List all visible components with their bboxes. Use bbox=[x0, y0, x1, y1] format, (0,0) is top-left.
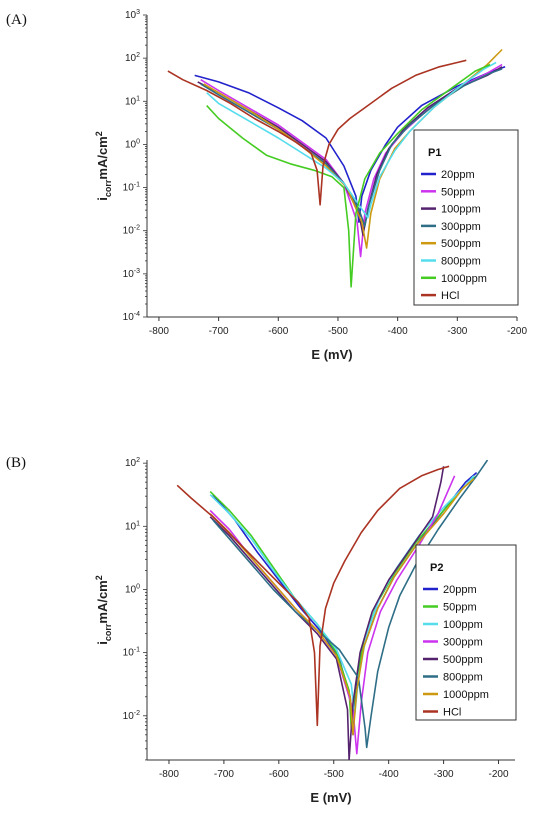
legend-entry: 100ppm bbox=[441, 204, 481, 216]
x-axis-label: E (mV) bbox=[310, 790, 351, 805]
series-line-800ppm bbox=[206, 61, 497, 219]
y-tick-label: 100 bbox=[125, 583, 140, 595]
series-line-800ppm bbox=[212, 460, 489, 749]
legend-entry: 300ppm bbox=[443, 637, 483, 649]
y-tick-label: 102 bbox=[125, 52, 140, 64]
x-tick-label: -600 bbox=[269, 769, 289, 780]
y-tick-label: 10-1 bbox=[123, 182, 140, 194]
legend-entry: 800ppm bbox=[441, 256, 481, 268]
y-tick-label: 102 bbox=[125, 457, 140, 469]
legend-entry: 500ppm bbox=[443, 654, 483, 666]
legend-entry: 1000ppm bbox=[443, 689, 489, 701]
series-line-hcl bbox=[176, 465, 450, 727]
legend-entry: 300ppm bbox=[441, 221, 481, 233]
y-tick-label: 100 bbox=[125, 138, 140, 150]
legend-box bbox=[413, 129, 519, 306]
y-axis-label: icorrmA/cm2 bbox=[94, 131, 113, 201]
x-tick-label: -700 bbox=[209, 326, 229, 337]
series-line-1000ppm bbox=[206, 63, 491, 288]
y-tick-label: 10-2 bbox=[123, 710, 140, 722]
series-line-1000ppm bbox=[209, 478, 475, 736]
tafel-chart-p1: -800 -700 -600 -500 -400 -300 -200 103 102 101 100… bbox=[94, 9, 527, 362]
legend-title: P2 bbox=[430, 562, 443, 574]
y-axis-label: icorrmA/cm2 bbox=[94, 575, 113, 645]
x-tick-label: -200 bbox=[507, 326, 527, 337]
legend-entry: 50ppm bbox=[443, 602, 477, 614]
x-tick-label: -500 bbox=[324, 769, 344, 780]
y-tick-label: 10-3 bbox=[123, 268, 140, 280]
legend-entry: 1000ppm bbox=[441, 273, 487, 285]
y-tick-label: 101 bbox=[125, 520, 140, 532]
panel-b-label: (B) bbox=[6, 455, 26, 471]
x-tick-label: -700 bbox=[214, 769, 234, 780]
y-tick-label: 103 bbox=[125, 9, 140, 21]
series-line-hcl bbox=[167, 59, 467, 206]
legend-box bbox=[415, 544, 517, 721]
legend-entry: 100ppm bbox=[443, 619, 483, 631]
x-tick-label: -500 bbox=[328, 326, 348, 337]
legend-entry: HCl bbox=[443, 707, 461, 719]
legend-entry: HCl bbox=[441, 290, 459, 302]
legend-title: P1 bbox=[428, 147, 441, 159]
x-tick-label: -200 bbox=[489, 769, 509, 780]
legend-entry: 20ppm bbox=[441, 169, 475, 181]
y-tick-label: 101 bbox=[125, 95, 140, 107]
x-axis-label: E (mV) bbox=[311, 347, 352, 362]
series-line-500ppm bbox=[209, 466, 445, 760]
legend-entry: 50ppm bbox=[441, 186, 475, 198]
x-tick-label: -300 bbox=[434, 769, 454, 780]
legend-entry: 800ppm bbox=[443, 672, 483, 684]
series-line-20ppm bbox=[194, 66, 506, 223]
x-tick-label: -800 bbox=[149, 326, 169, 337]
x-tick-label: -800 bbox=[159, 769, 179, 780]
x-tick-label: -400 bbox=[379, 769, 399, 780]
x-tick-label: -300 bbox=[447, 326, 467, 337]
y-tick-label: 10-1 bbox=[123, 647, 140, 659]
legend-entry: 20ppm bbox=[443, 584, 477, 596]
y-tick-label: 10-4 bbox=[123, 311, 140, 323]
panel-a-label: (A) bbox=[6, 12, 27, 28]
x-tick-label: -400 bbox=[388, 326, 408, 337]
series-line-100ppm bbox=[197, 66, 503, 236]
legend-entry: 500ppm bbox=[441, 238, 481, 250]
x-tick-label: -600 bbox=[268, 326, 288, 337]
y-tick-label: 10-2 bbox=[123, 225, 140, 237]
